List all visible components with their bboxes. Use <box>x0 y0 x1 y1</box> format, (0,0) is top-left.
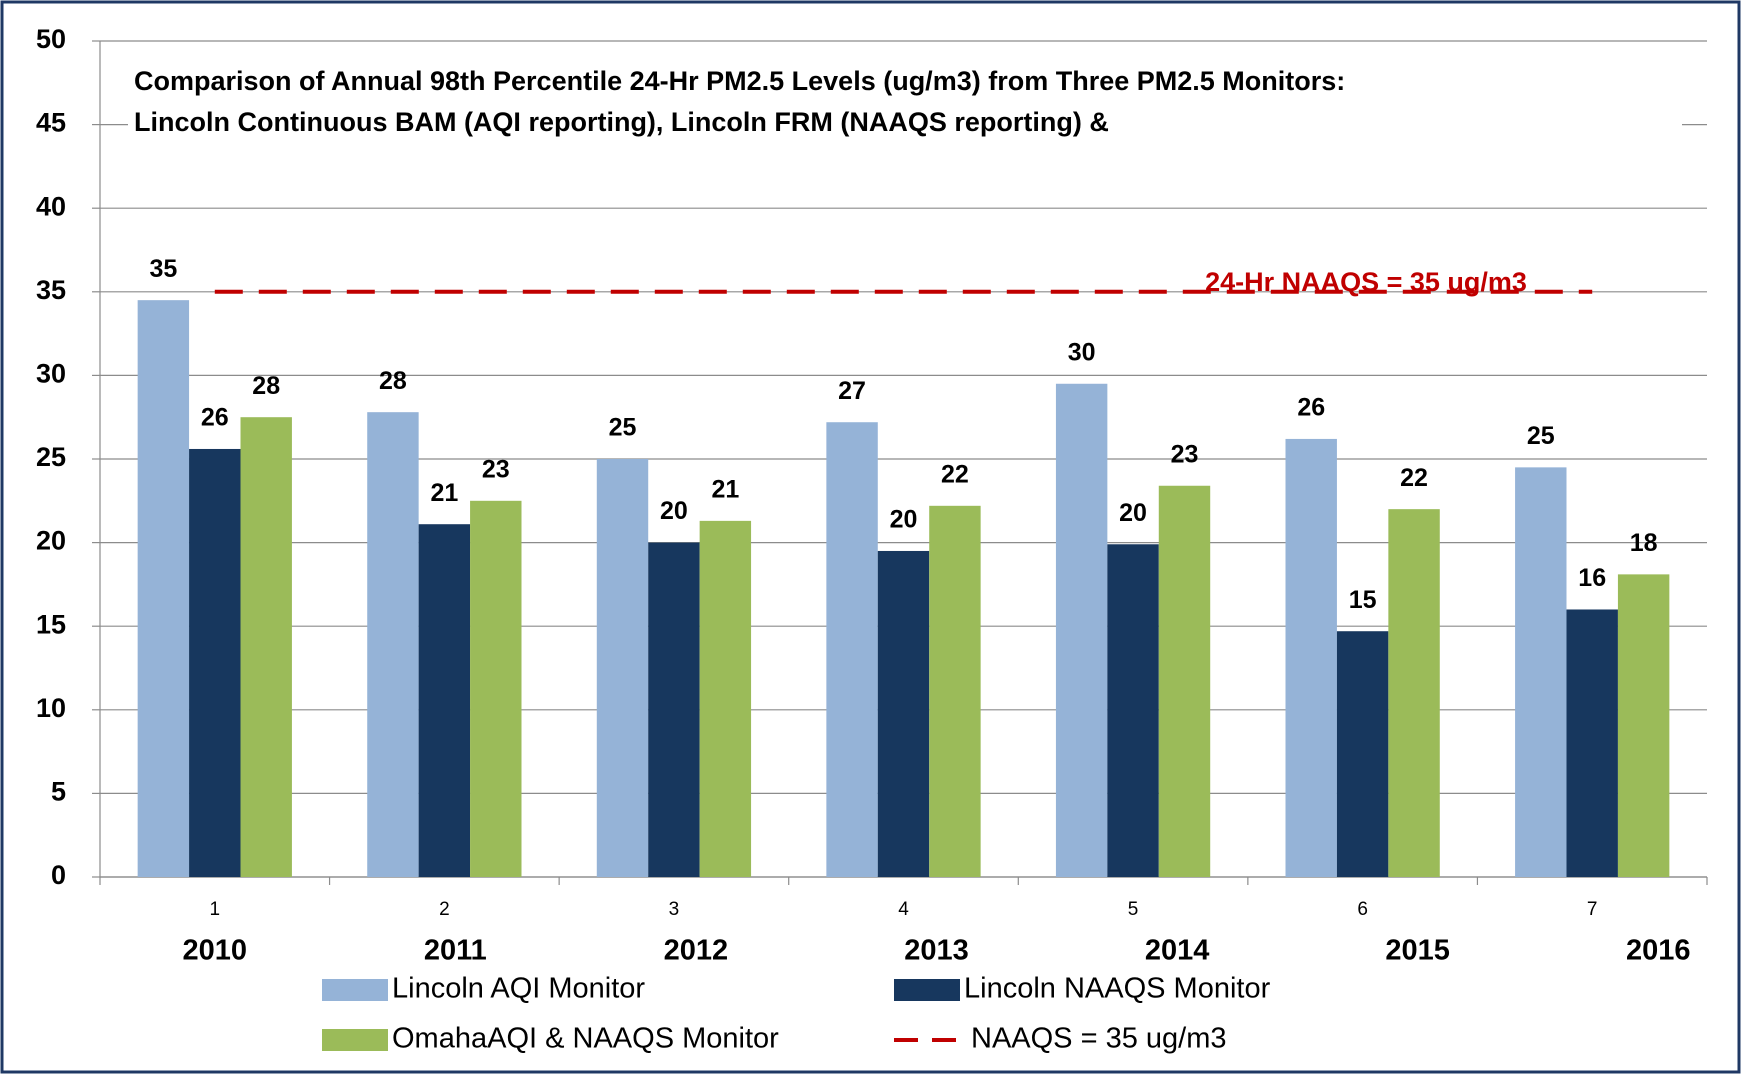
bar <box>1617 574 1670 877</box>
bar <box>1388 509 1440 877</box>
chart-title: Lincoln Continuous BAM (AQI reporting), … <box>134 107 1109 137</box>
value-label: 26 <box>1297 394 1325 422</box>
x-tick-label: 1 <box>209 899 220 920</box>
value-label: 30 <box>1068 338 1096 366</box>
y-tick-label: 25 <box>36 442 66 472</box>
value-label: 26 <box>201 404 229 432</box>
value-label: 21 <box>430 479 458 507</box>
bar <box>1158 485 1211 877</box>
y-tick-label: 50 <box>36 24 66 54</box>
x-category-label: 2011 <box>424 935 487 967</box>
x-tick-label: 7 <box>1587 899 1598 920</box>
value-label: 18 <box>1630 529 1658 557</box>
value-label: 25 <box>609 414 637 442</box>
bar <box>1285 438 1337 877</box>
x-tick-label: 3 <box>669 899 680 920</box>
y-tick-label: 40 <box>36 191 66 221</box>
x-tick-label: 6 <box>1357 899 1368 920</box>
value-label: 15 <box>1349 586 1377 614</box>
x-category-label: 2013 <box>904 935 969 967</box>
bar <box>699 520 752 877</box>
bar <box>240 417 292 877</box>
value-label: 22 <box>1400 464 1428 492</box>
value-label: 20 <box>890 506 918 534</box>
bar <box>1336 631 1389 877</box>
bar <box>929 505 981 877</box>
legend-label: Lincoln AQI Monitor <box>392 973 645 1005</box>
y-tick-label: 5 <box>51 777 66 807</box>
legend-swatch <box>894 979 960 1001</box>
value-label: 23 <box>1171 440 1199 468</box>
legend-label: NAAQS = 35 ug/m3 <box>971 1023 1227 1055</box>
y-tick-label: 10 <box>36 693 66 723</box>
bar <box>1515 467 1567 877</box>
legend-label: Lincoln NAAQS Monitor <box>964 973 1271 1005</box>
bar <box>1055 383 1108 877</box>
annotation: 24-Hr NAAQS = 35 ug/m3 <box>1205 267 1527 297</box>
value-label: 16 <box>1578 564 1606 592</box>
y-tick-label: 15 <box>36 609 66 639</box>
y-tick-label: 20 <box>36 526 66 556</box>
bar <box>418 524 471 877</box>
x-category-label: 2012 <box>664 935 729 967</box>
y-tick-label: 30 <box>36 359 66 389</box>
value-label: 20 <box>660 497 688 525</box>
value-label: 27 <box>838 377 866 405</box>
bar <box>826 422 878 877</box>
value-label: 35 <box>149 255 177 283</box>
x-category-label: 2010 <box>183 935 248 967</box>
legend-swatch <box>322 979 388 1001</box>
value-label: 28 <box>379 367 407 395</box>
bar <box>470 500 522 877</box>
bar <box>648 542 700 877</box>
chart-title: Comparison of Annual 98th Percentile 24-… <box>134 66 1345 96</box>
title-background <box>128 58 1682 146</box>
bar <box>1107 544 1159 877</box>
x-tick-label: 2 <box>439 899 450 920</box>
y-tick-label: 45 <box>36 108 66 138</box>
y-tick-label: 35 <box>36 275 66 305</box>
value-label: 28 <box>252 372 280 400</box>
legend-label: OmahaAQI & NAAQS Monitor <box>392 1023 779 1055</box>
value-label: 21 <box>711 475 739 503</box>
x-tick-label: 5 <box>1128 899 1139 920</box>
x-category-label: 2016 <box>1626 935 1691 967</box>
value-label: 25 <box>1527 422 1555 450</box>
bar <box>596 459 649 877</box>
x-category-label: 2014 <box>1145 935 1210 967</box>
x-tick-label: 4 <box>898 899 909 920</box>
bar <box>877 550 930 877</box>
value-label: 22 <box>941 460 969 488</box>
bar <box>137 300 190 877</box>
value-label: 23 <box>482 455 510 483</box>
y-tick-label: 0 <box>51 860 66 890</box>
legend-swatch <box>322 1029 388 1051</box>
bar <box>367 412 419 877</box>
bar <box>1566 609 1618 877</box>
x-category-label: 2015 <box>1385 935 1450 967</box>
bar <box>189 448 241 877</box>
value-label: 20 <box>1119 499 1147 527</box>
